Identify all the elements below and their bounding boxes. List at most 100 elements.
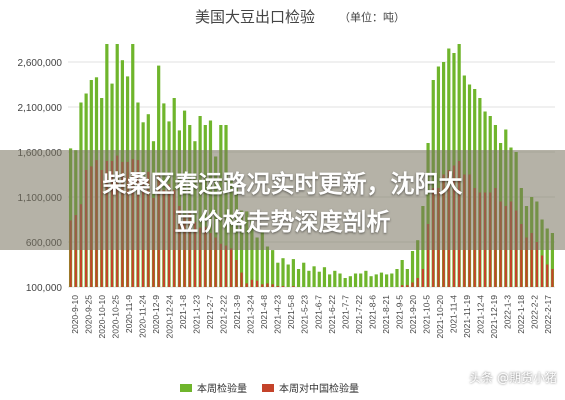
x-tick-label: 2021-4-8	[259, 295, 269, 329]
bar-china	[198, 227, 202, 287]
x-tick-label: 2021-12-19	[489, 295, 499, 339]
bar-china	[401, 285, 404, 287]
bar-china	[261, 284, 264, 287]
bar-china	[255, 280, 259, 287]
bar-inspections	[395, 269, 399, 287]
bar-inspections	[250, 219, 254, 287]
x-tick-label: 2021-3-9	[232, 295, 242, 329]
x-tick-label: 2020-12-9	[151, 295, 161, 334]
bar-inspections	[281, 258, 285, 287]
bar-inspections	[260, 230, 264, 287]
bar-inspections	[317, 271, 321, 287]
bar-china	[551, 269, 554, 287]
bar-china	[240, 272, 243, 287]
x-tick-label: 2021-11-19	[462, 295, 472, 338]
bar-china	[540, 255, 544, 287]
headline-line-2: 豆价格走势深度剖析	[174, 208, 391, 236]
bar-inspections	[379, 272, 384, 287]
x-tick-label: 2021-10-20	[435, 295, 445, 339]
x-tick-label: 2021-1-23	[192, 295, 202, 334]
x-tick-label: 2020-9-25	[83, 295, 93, 334]
bar-china	[69, 220, 72, 287]
x-tick-label: 2021-8-6	[367, 295, 377, 329]
x-tick-label: 2020-11-24	[137, 295, 147, 338]
bar-china	[525, 237, 528, 287]
bar-china	[188, 213, 191, 287]
headline-line-1: 柴桑区春运路况实时更新，沈阳大	[102, 170, 463, 198]
bar-inspections	[369, 276, 373, 287]
x-tick-label: 2021-9-5	[394, 295, 404, 329]
bar-china	[266, 283, 269, 287]
bar-china	[406, 285, 409, 287]
bar-inspections	[400, 260, 404, 287]
bar-china	[74, 215, 77, 287]
bar-china	[416, 278, 419, 287]
x-tick-label: 2021-10-5	[422, 295, 432, 334]
x-tick-label: 2022-1-3	[503, 295, 513, 329]
bar-inspections	[545, 228, 549, 287]
bar-inspections	[333, 270, 337, 287]
bar-china	[421, 269, 425, 287]
legend-label-china: 本周对中国检验量	[279, 384, 359, 395]
x-tick-label: 2021-5-23	[300, 295, 310, 334]
x-tick-label: 2021-12-4	[476, 295, 486, 334]
bar-china	[235, 260, 238, 287]
chart-title: 美国大豆出口检验	[195, 8, 315, 26]
bar-inspections	[348, 276, 352, 287]
bar-china	[193, 222, 197, 287]
x-tick-label: 2021-3-24	[246, 295, 256, 334]
bar-inspections	[359, 273, 363, 287]
x-tick-label: 2021-2-22	[219, 295, 229, 334]
bar-inspections	[353, 273, 358, 287]
x-tick-label: 2021-8-21	[381, 295, 391, 334]
x-tick-label: 2020-12-24	[165, 295, 175, 339]
bar-china	[546, 264, 549, 287]
x-tick-label: 2022-2-17	[543, 295, 553, 334]
x-tick-label: 2021-6-22	[327, 295, 337, 334]
x-tick-label: 2021-7-22	[354, 295, 364, 334]
bar-inspections	[343, 278, 347, 287]
bar-china	[281, 286, 285, 287]
watermark-text: 头条 @期货小猪	[469, 371, 557, 385]
x-tick-label: 2022-2-2	[530, 295, 540, 329]
bar-inspections	[271, 250, 275, 287]
bar-inspections	[291, 259, 295, 287]
bar-inspections	[540, 219, 544, 287]
bar-inspections	[307, 270, 311, 287]
bar-china	[183, 215, 186, 287]
bar-inspections	[416, 240, 420, 287]
legend-item-inspections: 本周检验量	[180, 380, 247, 395]
headline-banner	[0, 150, 565, 250]
bar-inspections	[312, 266, 316, 287]
bar-china	[245, 283, 248, 287]
bar-china	[209, 233, 212, 287]
bar-china	[520, 224, 523, 287]
x-tick-label: 2021-2-7	[205, 295, 215, 329]
bar-inspections	[286, 264, 290, 287]
legend-swatch-china	[262, 383, 274, 392]
bar-inspections	[550, 233, 555, 287]
x-tick-label: 2022-1-18	[516, 295, 526, 334]
y-tick-label: 2,600,000	[18, 58, 63, 69]
bar-inspections	[302, 262, 306, 287]
x-tick-label: 2021-7-7	[340, 295, 350, 329]
bar-china	[219, 243, 222, 287]
x-tick-label: 2021-6-7	[313, 295, 323, 329]
bar-china	[271, 284, 274, 287]
bar-china	[230, 248, 233, 287]
bar-inspections	[364, 270, 368, 287]
bar-inspections	[405, 269, 409, 287]
x-tick-label: 2020-10-25	[110, 295, 120, 339]
bar-china	[224, 245, 228, 287]
bar-china	[214, 237, 217, 287]
bar-inspections	[410, 251, 415, 287]
bar-china	[276, 286, 279, 287]
legend-label-inspections: 本周检验量	[197, 384, 247, 395]
x-tick-label: 2020-10-10	[97, 295, 107, 339]
x-tick-label: 2020-9-10	[70, 295, 80, 334]
bar-inspections	[276, 262, 280, 287]
x-tick-label: 2021-5-8	[286, 295, 296, 329]
x-tick-label: 2021-11-4	[449, 295, 459, 333]
bar-inspections	[338, 273, 342, 287]
x-tick-label: 2021-4-23	[273, 295, 283, 334]
